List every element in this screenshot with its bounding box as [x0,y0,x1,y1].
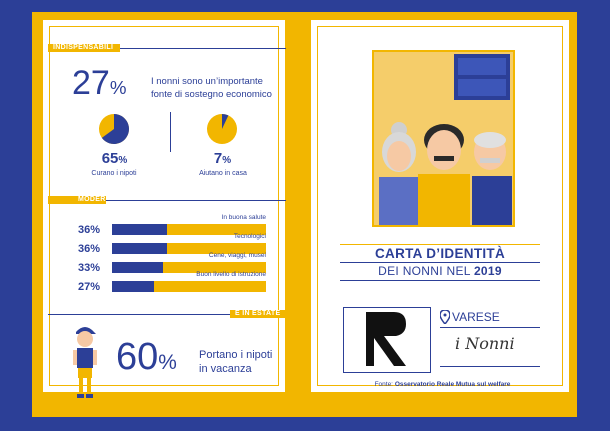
bar-row: Tecnologici 36% [78,233,266,263]
right-page-border [317,26,563,386]
shoe-shape [77,394,84,398]
bar-label: Tecnologici [233,233,266,240]
main-stat-value: 27% [72,64,127,102]
section-rule [120,48,286,49]
bar-fill [112,243,168,254]
bar-track [112,243,266,254]
section-bar-moderni [48,196,106,204]
bar-track [112,262,266,273]
pie-value-curano: 65% [101,150,128,167]
face-shape [77,331,93,347]
arm-shape [73,350,77,365]
bar-row: Buon livello di istruzione 27% [78,271,266,301]
summer-stat-value: 60% [116,336,177,378]
shoe-shape [86,394,93,398]
pie-value-aiutano: 7% [213,150,232,167]
summer-stat-text-line2: in vacanza [199,363,252,375]
face-shape [387,141,411,171]
grandparents-illustration [379,54,512,225]
bar-fill [112,262,163,273]
hair-shape [474,132,506,148]
bar-row: In buona salute 36% [78,214,266,244]
section-bar-indispensabili [48,44,120,52]
bar-label: Buon livello di istruzione [196,271,266,278]
signature-rule [440,366,540,367]
logo-mark [366,312,406,366]
dress-shape [379,177,419,225]
section-label-indispensabili: INDISPENSABILI [53,44,114,51]
bar-fill [112,281,154,292]
bar-label: Cene, viaggi, musei [208,252,266,259]
bar-label: In buona salute [221,214,266,221]
section-label-estate: E IN ESTATE [235,310,281,317]
source-note: Fonte: Osservatorio Reale Mutua sul welf… [374,381,511,388]
pie-slice-curano [101,114,129,144]
bar-value: 33% [78,262,101,274]
pie-divider [170,112,171,152]
leg-shape [79,378,83,394]
main-stat-text-line2: fonte di sostegno economico [151,89,272,100]
bar-track [112,281,266,292]
bar-value: 27% [78,281,101,293]
bar-value: 36% [78,224,101,236]
city-name: VARESE [452,310,500,324]
section-rule [48,314,230,315]
section-label-moderni: MODERNI [78,196,114,203]
mustache-shape [434,156,454,161]
bar-value: 36% [78,243,101,255]
pie-chart-curano [99,114,129,144]
shirt-shape [418,174,470,225]
shirt-shape [472,176,512,225]
window-pane [458,58,506,75]
location-pin-icon [440,310,450,324]
signature: i Nonni [455,334,515,353]
section-bar-estate [230,310,288,318]
card-title-line1: CARTA D’IDENTITÀ [374,246,506,261]
summer-stat-text-line1: Portano i nipoti [199,349,273,361]
leg-shape [87,378,91,394]
card-title-line2: DEI NONNI NEL 2019 [378,264,502,278]
main-stat-text-line1: I nonni sono un’importante [151,76,263,87]
pie-chart-aiutano [207,114,237,144]
mustache-shape [480,158,500,163]
title-rule [340,280,540,281]
child-illustration [73,327,97,398]
shorts-shape [78,368,92,378]
reale-mutua-logo [366,312,406,366]
left-page-border [49,26,279,386]
title-rule [340,262,540,263]
bar-track [112,224,266,235]
pie-label-curano: Curano i nipoti [91,170,137,177]
pie-label-aiutano: Aiutano in casa [199,170,247,177]
logo-box [343,307,431,373]
bar-row: Cene, viaggi, musei 33% [78,252,266,282]
window-pane [458,79,506,96]
title-rule [340,244,540,245]
shirt-shape [77,348,93,368]
face-shape [427,130,461,170]
bar-fill [112,224,168,235]
pie-slice-aiutano [222,114,229,129]
section-rule [106,200,286,201]
city-rule [440,327,540,328]
arm-shape [93,350,97,365]
grandparents-portrait [372,50,515,227]
